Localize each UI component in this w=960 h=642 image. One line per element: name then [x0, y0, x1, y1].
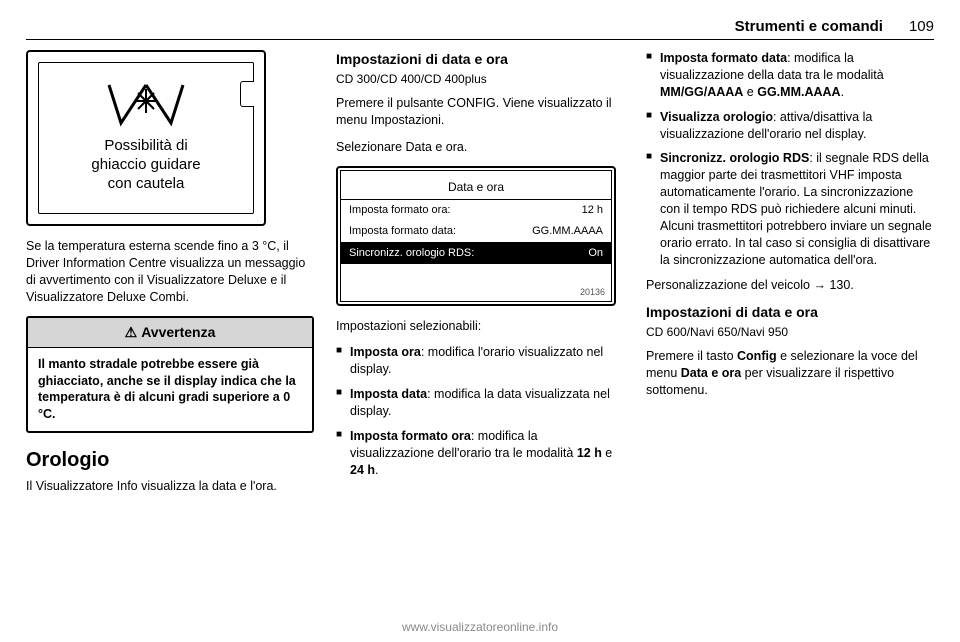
paragraph: Personalizzazione del veicolo → 130. — [646, 277, 934, 294]
page-header: Strumenti e comandi 109 — [26, 18, 934, 40]
screen-title: Data e ora — [341, 171, 611, 199]
screen-value: On — [588, 246, 603, 261]
screen-value: 12 h — [582, 203, 603, 218]
screen-row-selected: Sincronizz. orologio RDS: On — [341, 242, 611, 265]
list-item-term: Imposta data — [350, 387, 427, 401]
text: 130. — [826, 278, 854, 292]
illustration-text: Possibilità di ghiaccio guidare con caut… — [51, 137, 241, 193]
paragraph: Impostazioni selezionabili: — [336, 318, 624, 335]
heading-orologio: Orologio — [26, 447, 314, 474]
xref-icon: → — [813, 278, 826, 292]
list-item: Imposta formato data: modifica la visual… — [646, 50, 934, 101]
warning-triangle-icon: ⚠ — [125, 324, 138, 340]
paragraph: Premere il pulsante CONFIG. Viene visual… — [336, 95, 624, 129]
screen-row: Imposta formato data: GG.MM.AAAA — [341, 221, 611, 242]
warning-box: ⚠Avvertenza Il manto stradale potrebbe e… — [26, 316, 314, 433]
warning-body: Il manto stradale potrebbe essere già gh… — [28, 348, 312, 432]
paragraph: Se la temperatura esterna scende fino a … — [26, 238, 314, 306]
list-item: Sincronizz. orologio RDS: il segnale RDS… — [646, 150, 934, 268]
list-item: Visualizza orologio: attiva/disattiva la… — [646, 109, 934, 143]
list-item-term: Imposta ora — [350, 345, 421, 359]
list-item-term: Imposta formato ora — [350, 429, 471, 443]
screen-code: 20136 — [341, 264, 611, 300]
paragraph: Il Visualizzatore Info visualizza la dat… — [26, 478, 314, 495]
list-item-term: Imposta formato data — [660, 51, 787, 65]
list-item: Imposta data: modifica la data visualizz… — [336, 386, 624, 420]
header-page-number: 109 — [909, 18, 934, 35]
page-tab-icon — [240, 81, 254, 107]
model-line: CD 600/Navi 650/Navi 950 — [646, 324, 934, 340]
list-item: Imposta ora: modifica l'orario visualizz… — [336, 344, 624, 378]
screen-label: Sincronizz. orologio RDS: — [349, 246, 474, 261]
warning-title: Avvertenza — [141, 324, 215, 340]
bullet-list: Imposta formato data: modifica la visual… — [646, 50, 934, 269]
list-item: Imposta formato ora: modifica la visuali… — [336, 428, 624, 479]
list-item-term: Sincronizz. orologio RDS — [660, 151, 809, 165]
screen-label: Imposta formato data: — [349, 224, 456, 239]
model-line: CD 300/CD 400/CD 400plus — [336, 71, 624, 87]
display-screenshot: Data e ora Imposta formato ora: 12 h Imp… — [336, 166, 616, 306]
subheading: Impostazioni di data e ora — [646, 303, 934, 322]
list-item-term: Visualizza orologio — [660, 110, 773, 124]
paragraph: Selezionare Data e ora. — [336, 139, 624, 156]
column-1: Possibilità di ghiaccio guidare con caut… — [26, 50, 314, 505]
column-2: Impostazioni di data e ora CD 300/CD 400… — [336, 50, 624, 505]
subheading: Impostazioni di data e ora — [336, 50, 624, 69]
paragraph: Premere il tasto Config e selezionare la… — [646, 348, 934, 399]
bullet-list: Imposta ora: modifica l'orario visualizz… — [336, 344, 624, 478]
screen-row: Imposta formato ora: 12 h — [341, 199, 611, 221]
warning-heading: ⚠Avvertenza — [28, 318, 312, 348]
screen-label: Imposta formato ora: — [349, 203, 451, 218]
footer-url: www.visualizzatoreonline.info — [0, 620, 960, 634]
header-title: Strumenti e comandi — [735, 18, 883, 35]
screen-value: GG.MM.AAAA — [532, 224, 603, 239]
text: Personalizzazione del veicolo — [646, 278, 813, 292]
column-3: Imposta formato data: modifica la visual… — [646, 50, 934, 505]
frost-icon — [101, 79, 191, 129]
warning-illustration: Possibilità di ghiaccio guidare con caut… — [26, 50, 266, 226]
